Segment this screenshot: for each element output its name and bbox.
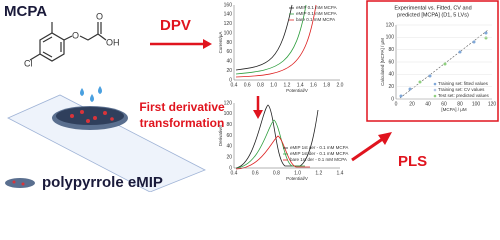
atom-label: O <box>96 11 103 21</box>
x-axis-label: [MCPA] / μM <box>441 107 467 112</box>
graphical-abstract: MCPA Cl O O OH polypyrrole eMIP DPV Firs… <box>4 0 499 192</box>
x-tick-label: 1.6 <box>310 82 317 88</box>
electrode-surface <box>56 107 124 125</box>
atom-label: Cl <box>24 58 33 68</box>
y-tick-label: 0 <box>229 165 232 171</box>
arrow-head <box>378 132 392 145</box>
legend-entry: Training set: CV values <box>438 87 485 92</box>
x-tick-label: 80 <box>457 101 463 107</box>
step-derivative: First derivative <box>139 100 225 114</box>
y-axis-label: Current/μA <box>218 32 223 54</box>
x-tick-label: 60 <box>441 101 447 107</box>
x-tick-label: 0.4 <box>231 170 238 176</box>
y-tick-label: 0 <box>391 96 394 102</box>
y-tick-label: 120 <box>224 100 233 106</box>
chart-title: predicted [MCPA] (D1, 5 LVs) <box>397 12 469 18</box>
x-tick-label: 0.8 <box>273 170 280 176</box>
x-tick-label: 1.2 <box>315 170 322 176</box>
y-tick-label: 60 <box>226 133 232 139</box>
y-tick-label: 80 <box>226 122 232 128</box>
arrow-head <box>203 39 212 49</box>
arrow <box>351 136 385 162</box>
drops <box>80 86 102 102</box>
x-tick-label: 0.4 <box>231 82 238 88</box>
y-tick-label: 120 <box>224 21 233 27</box>
legend-entry: eMIP 0.1 mM MCPA <box>296 5 337 10</box>
material-icon <box>5 178 35 188</box>
atom-label: O <box>72 30 79 40</box>
x-tick-label: 0.6 <box>252 170 259 176</box>
material-dot <box>12 180 16 184</box>
x-tick-label: 120 <box>488 101 497 107</box>
y-tick-label: 100 <box>386 35 395 41</box>
molecule-bonds <box>29 22 107 62</box>
x-tick-label: 2.0 <box>337 82 344 88</box>
y-tick-label: 100 <box>224 30 233 36</box>
legend-entry: bare 1st der - 0.1 mM MCPA <box>290 157 347 162</box>
y-tick-label: 140 <box>224 12 233 18</box>
legend-entry: eMIP 0.1 mM MCPA <box>296 11 337 16</box>
y-tick-label: 120 <box>386 22 395 28</box>
y-tick-label: 0 <box>229 77 232 83</box>
y-tick-label: 60 <box>388 59 394 65</box>
y-tick-label: 40 <box>226 59 232 65</box>
legend-entry: bare 0.1 mM MCPA <box>296 17 335 22</box>
x-tick-label: 40 <box>425 101 431 107</box>
y-tick-label: 20 <box>388 84 394 90</box>
dpv-curves <box>235 4 317 78</box>
legend-entry: Training set: fitted values <box>438 81 489 86</box>
template-dots <box>70 110 114 123</box>
y-tick-label: 100 <box>224 111 233 117</box>
material: polypyrrole eMIP <box>42 174 163 191</box>
x-tick-label: 0.6 <box>244 82 251 88</box>
x-tick-label: 0 <box>395 101 398 107</box>
y-tick-label: 60 <box>226 49 232 55</box>
x-tick-label: 0.8 <box>257 82 264 88</box>
y-tick-label: 80 <box>388 47 394 53</box>
legend-entry: eMIP 1st der - 0.1 mM MCPA <box>290 145 348 150</box>
step-pls: PLS <box>398 153 427 170</box>
x-tick-label: 1.4 <box>337 170 344 176</box>
y-axis-label: Derivative/ <box>218 124 223 146</box>
x-tick-label: 1.0 <box>294 170 301 176</box>
y-tick-label: 40 <box>388 72 394 78</box>
legend-entry: eMIP 1st der - 0.1 mM MCPA <box>290 151 348 156</box>
arrow-head <box>253 110 263 119</box>
legend-entry: Test set: predicted values <box>438 93 490 98</box>
x-axis-label: Potential/V <box>286 176 308 181</box>
pls-frame <box>366 0 499 122</box>
derivative-curves <box>235 104 319 170</box>
x-axis-label: Potential/V <box>286 88 308 93</box>
title: MCPA <box>4 3 47 20</box>
x-tick-label: 100 <box>472 101 481 107</box>
x-tick-label: 1.4 <box>297 82 304 88</box>
y-tick-label: 20 <box>226 154 232 160</box>
legend-swatch <box>433 88 437 92</box>
y-tick-label: 80 <box>226 40 232 46</box>
legend-swatch <box>433 82 437 86</box>
x-tick-label: 1.0 <box>270 82 277 88</box>
step-dpv: DPV <box>160 17 191 34</box>
material-dot <box>21 182 25 186</box>
y-axis-label: Calculated [MCPA] / μM <box>380 38 385 86</box>
y-tick-label: 40 <box>226 144 232 150</box>
y-tick-label: 20 <box>226 68 232 74</box>
chart-title: Experimental vs. Fitted, CV and <box>394 5 471 11</box>
x-tick-label: 1.8 <box>323 82 330 88</box>
legend-swatch <box>433 94 437 98</box>
step-derivative: transformation <box>140 116 225 130</box>
y-tick-label: 160 <box>224 2 233 8</box>
x-tick-label: 1.2 <box>284 82 291 88</box>
x-tick-label: 20 <box>409 101 415 107</box>
atom-label: OH <box>106 37 120 47</box>
